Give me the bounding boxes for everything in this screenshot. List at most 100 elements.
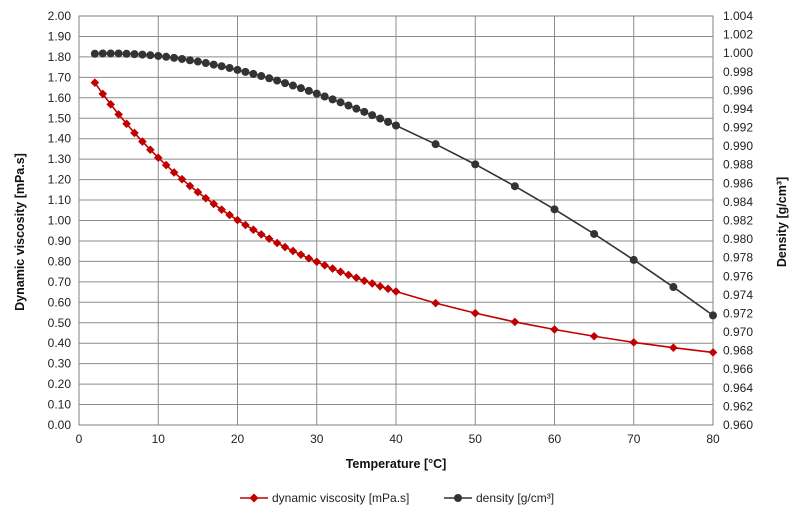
legend-label-density: density [g/cm³] bbox=[476, 491, 554, 505]
y-left-axis-title: Dynamic viscosity [mPa.s] bbox=[13, 153, 27, 311]
y-left-tick-label: 1.20 bbox=[48, 173, 72, 187]
data-point bbox=[590, 229, 599, 238]
gridlines bbox=[79, 16, 713, 425]
data-point bbox=[114, 49, 123, 58]
data-point bbox=[669, 283, 678, 292]
x-tick-label: 20 bbox=[231, 432, 245, 446]
data-point bbox=[177, 174, 187, 184]
y-left-axis-ticks: 0.00 0.10 0.20 0.30 0.40 0.50 0.60 0.70 0.80 0.90… bbox=[48, 9, 72, 432]
data-point bbox=[510, 317, 520, 327]
x-tick-label: 70 bbox=[627, 432, 641, 446]
data-point bbox=[233, 65, 242, 74]
legend-label-viscosity: dynamic viscosity [mPa.s] bbox=[272, 491, 409, 505]
data-point bbox=[360, 276, 369, 286]
legend-marker-density bbox=[454, 494, 462, 502]
data-point bbox=[122, 49, 131, 58]
y-left-tick-label: 1.40 bbox=[48, 132, 72, 146]
data-point bbox=[146, 145, 155, 155]
data-point bbox=[256, 230, 266, 239]
data-point bbox=[185, 181, 195, 191]
data-point bbox=[336, 98, 345, 107]
y-left-tick-label: 0.00 bbox=[48, 418, 72, 432]
y-left-tick-label: 0.90 bbox=[48, 234, 72, 248]
data-point bbox=[550, 205, 559, 214]
data-point bbox=[312, 89, 321, 98]
data-point bbox=[272, 238, 282, 248]
data-point bbox=[629, 255, 638, 264]
data-point bbox=[257, 72, 266, 81]
plot-border bbox=[78, 15, 714, 426]
y-right-tick-label: 0.998 bbox=[723, 65, 753, 79]
x-axis-title: Temperature [°C] bbox=[346, 457, 447, 471]
y-left-tick-label: 0.60 bbox=[48, 295, 72, 309]
data-point bbox=[90, 78, 100, 87]
data-point bbox=[273, 76, 282, 85]
y-right-tick-label: 0.978 bbox=[723, 251, 753, 265]
data-point bbox=[344, 101, 353, 110]
data-point bbox=[510, 182, 519, 191]
y-right-tick-label: 0.960 bbox=[723, 418, 753, 432]
data-point bbox=[106, 49, 115, 58]
data-point bbox=[320, 260, 329, 270]
legend: dynamic viscosity [mPa.s] density [g/cm³… bbox=[240, 491, 554, 505]
x-tick-label: 50 bbox=[469, 432, 483, 446]
y-left-tick-label: 0.70 bbox=[48, 275, 72, 289]
data-point bbox=[669, 343, 678, 352]
data-point bbox=[154, 51, 163, 60]
y-right-tick-label: 0.992 bbox=[723, 121, 753, 135]
data-point bbox=[296, 250, 306, 259]
y-right-axis-title: Density [g/cm³] bbox=[775, 177, 789, 267]
data-point bbox=[241, 220, 250, 230]
y-left-tick-label: 1.80 bbox=[48, 50, 72, 64]
data-point bbox=[384, 117, 393, 126]
y-left-tick-label: 0.30 bbox=[48, 357, 72, 371]
y-right-tick-label: 0.980 bbox=[723, 232, 753, 246]
data-point bbox=[312, 257, 322, 267]
data-point bbox=[169, 168, 179, 177]
data-point bbox=[170, 53, 179, 62]
data-point bbox=[225, 63, 234, 72]
data-point bbox=[161, 160, 171, 170]
x-tick-label: 30 bbox=[310, 432, 324, 446]
data-point bbox=[708, 348, 718, 357]
y-right-tick-label: 0.974 bbox=[723, 288, 753, 302]
y-left-tick-label: 1.70 bbox=[48, 70, 72, 84]
data-point bbox=[185, 56, 194, 65]
y-right-tick-label: 0.996 bbox=[723, 83, 753, 97]
x-tick-label: 60 bbox=[548, 432, 562, 446]
data-point bbox=[320, 92, 329, 101]
data-point bbox=[138, 137, 147, 146]
y-right-tick-label: 0.968 bbox=[723, 344, 753, 358]
y-right-tick-label: 0.966 bbox=[723, 362, 753, 376]
y-left-tick-label: 1.60 bbox=[48, 91, 72, 105]
data-point bbox=[249, 225, 258, 235]
y-left-tick-label: 1.30 bbox=[48, 152, 72, 166]
data-point bbox=[375, 282, 385, 291]
series-layer bbox=[90, 49, 718, 357]
data-point bbox=[391, 287, 401, 296]
data-point bbox=[352, 273, 361, 283]
data-point bbox=[241, 67, 250, 76]
data-point bbox=[233, 215, 242, 225]
y-right-tick-label: 0.986 bbox=[723, 176, 753, 190]
data-point bbox=[288, 81, 297, 90]
data-point bbox=[471, 160, 480, 169]
data-point bbox=[383, 284, 393, 294]
legend-marker-viscosity bbox=[249, 493, 259, 503]
x-axis-ticks: 0 10 20 30 40 50 60 70 80 bbox=[76, 432, 720, 446]
data-point bbox=[709, 311, 717, 320]
y-right-tick-label: 0.994 bbox=[723, 102, 753, 116]
y-left-tick-label: 0.50 bbox=[48, 316, 72, 330]
data-point bbox=[193, 57, 202, 66]
data-point bbox=[288, 246, 298, 256]
y-left-tick-label: 0.40 bbox=[48, 336, 72, 350]
y-left-tick-label: 1.10 bbox=[48, 193, 72, 207]
data-point bbox=[130, 50, 139, 59]
data-point bbox=[193, 187, 203, 197]
x-tick-label: 0 bbox=[76, 432, 83, 446]
x-tick-label: 40 bbox=[389, 432, 403, 446]
data-point bbox=[367, 279, 377, 288]
data-point bbox=[217, 205, 226, 214]
data-point bbox=[304, 254, 314, 263]
data-point bbox=[130, 128, 139, 138]
